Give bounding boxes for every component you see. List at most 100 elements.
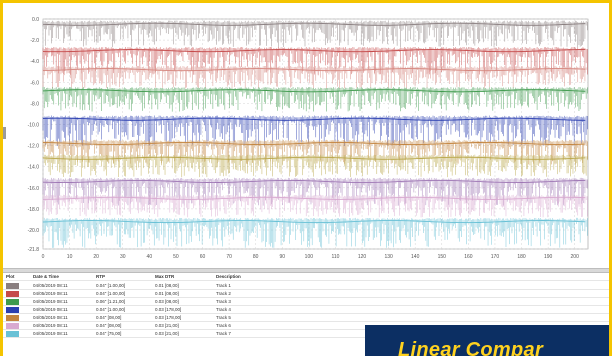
cell-rtp: 0.04" [08,00] <box>96 315 122 320</box>
series-baseline <box>42 89 586 93</box>
y-tick-label: 0.0 <box>32 17 39 23</box>
series-line <box>42 217 588 248</box>
cell-date: 04/05/2019 08:11 <box>33 323 68 328</box>
cell-max-dtr: 0.03 [178,00] <box>155 315 182 320</box>
y-tick-label: -20.0 <box>28 228 40 234</box>
cell-rtp: 0.04" [08,00] <box>96 323 122 328</box>
x-tick-label: 10 <box>67 254 73 260</box>
y-tick-label: -10.0 <box>28 123 40 129</box>
series-baseline <box>42 156 586 160</box>
column-header-description[interactable]: Description <box>216 274 241 279</box>
column-header-max-dtr[interactable]: Max DTR <box>155 274 175 279</box>
table-row[interactable]: 04/05/2019 08:11 0.04" [75,00] 0.03 [21,00… <box>3 330 609 338</box>
x-tick-label: 150 <box>438 254 447 260</box>
x-tick-label: 80 <box>253 254 259 260</box>
column-header-date[interactable]: Date & Time <box>33 274 59 279</box>
resize-handle[interactable] <box>3 127 6 139</box>
series-line <box>42 194 588 218</box>
y-tick-label: -8.0 <box>30 101 39 107</box>
table-row[interactable]: 04/05/2019 08:11 0.04" [1.00,00] 0.03 [178… <box>3 306 609 314</box>
x-tick-label: 170 <box>491 254 500 260</box>
cell-description: Track 4 <box>216 307 231 312</box>
series-baseline <box>42 141 586 146</box>
cell-date: 04/05/2019 08:11 <box>33 331 68 336</box>
cell-max-dtr: 0.03 [08,00] <box>155 299 179 304</box>
series-baseline <box>42 22 586 26</box>
x-tick-label: 60 <box>200 254 206 260</box>
x-tick-label: 140 <box>411 254 420 260</box>
x-tick-label: 40 <box>147 254 153 260</box>
series-baseline <box>42 179 586 183</box>
y-tick-label: -12.0 <box>28 144 40 150</box>
cell-date: 04/05/2019 08:11 <box>33 283 68 288</box>
x-tick-label: 50 <box>173 254 179 260</box>
series-baseline <box>42 117 586 121</box>
y-tick-label: -2.0 <box>30 38 39 44</box>
cell-description: Track 6 <box>216 323 231 328</box>
cell-date: 04/05/2019 08:11 <box>33 291 68 296</box>
table-row[interactable]: 04/05/2019 08:11 0.04" [08,00] 0.03 [21,00… <box>3 322 609 330</box>
cell-max-dtr: 0.01 [08,00] <box>155 283 179 288</box>
x-tick-label: 160 <box>464 254 473 260</box>
series-baseline <box>42 196 586 200</box>
y-tick-label: -6.0 <box>30 80 39 86</box>
y-tick-label: -21.8 <box>28 247 40 253</box>
series-baseline <box>42 220 586 224</box>
profile-chart[interactable]: 0.0 -2.0 -4.0 -6.0 -8.0 -10.0 -12.0 -14.0 -16.0 -… <box>3 3 609 268</box>
color-swatch <box>6 331 19 337</box>
series-baseline <box>42 68 586 72</box>
cell-date: 04/05/2019 08:11 <box>33 299 68 304</box>
cell-description: Track 1 <box>216 283 231 288</box>
table-header-row: Plot Date & Time RTP Max DTR Description <box>3 273 609 281</box>
column-header-plot[interactable]: Plot <box>6 274 15 279</box>
x-tick-label: 110 <box>331 254 339 260</box>
cell-rtp: 0.06" [1.21,00] <box>96 299 126 304</box>
caption-banner: Linear Compar <box>365 325 609 356</box>
cell-rtp: 0.04" [75,00] <box>96 331 122 336</box>
cell-rtp: 0.04" [1.00,00] <box>96 291 126 296</box>
x-tick-label: 130 <box>384 254 393 260</box>
x-tick-label: 90 <box>279 254 285 260</box>
cell-max-dtr: 0.03 [21,00] <box>155 331 179 336</box>
cell-max-dtr: 0.03 [178,00] <box>155 307 182 312</box>
y-tick-label: -16.0 <box>28 186 40 192</box>
x-tick-label: 200 <box>571 254 580 260</box>
x-tick-label: 30 <box>120 254 126 260</box>
table-row[interactable]: 04/05/2019 08:11 0.04" [1.00,00] 0.01 [08,… <box>3 290 609 298</box>
y-tick-label: -4.0 <box>30 59 39 65</box>
column-header-rtp[interactable]: RTP <box>96 274 105 279</box>
x-tick-label: 100 <box>305 254 314 260</box>
x-tick-label: 120 <box>358 254 367 260</box>
cell-rtp: 0.04" [1.00,00] <box>96 283 126 288</box>
cell-rtp: 0.04" [1.00,00] <box>96 307 126 312</box>
series-baseline <box>42 49 586 53</box>
x-tick-label: 0 <box>42 254 45 260</box>
color-swatch <box>6 291 19 297</box>
cell-description: Track 5 <box>216 315 231 320</box>
x-tick-label: 20 <box>93 254 99 260</box>
cell-max-dtr: 0.01 [08,00] <box>155 291 179 296</box>
caption-text: Linear Compar <box>398 339 544 356</box>
x-tick-label: 190 <box>544 254 553 260</box>
chart-svg: 0.0 -2.0 -4.0 -6.0 -8.0 -10.0 -12.0 -14.0 -16.0 -… <box>28 17 589 260</box>
color-swatch <box>6 283 19 289</box>
color-swatch <box>6 307 19 313</box>
x-tick-label: 70 <box>226 254 232 260</box>
color-swatch <box>6 323 19 329</box>
application-window: 0.0 -2.0 -4.0 -6.0 -8.0 -10.0 -12.0 -14.0 -16.0 -… <box>3 3 609 356</box>
table-row[interactable]: 04/05/2019 08:11 0.06" [1.21,00] 0.03 [08,… <box>3 298 609 306</box>
pane-splitter[interactable] <box>3 268 609 273</box>
series-line <box>42 46 588 75</box>
cell-description: Track 3 <box>216 299 231 304</box>
cell-max-dtr: 0.03 [21,00] <box>155 323 179 328</box>
cell-description: Track 2 <box>216 291 231 296</box>
color-swatch <box>6 315 19 321</box>
table-row[interactable]: 04/05/2019 08:11 0.04" [1.00,00] 0.01 [08,… <box>3 282 609 290</box>
color-swatch <box>6 299 19 305</box>
x-tick-label: 180 <box>517 254 526 260</box>
cell-description: Track 7 <box>216 331 231 336</box>
table-row[interactable]: 04/05/2019 08:11 0.04" [08,00] 0.03 [178,0… <box>3 314 609 322</box>
cell-date: 04/05/2019 08:11 <box>33 307 68 312</box>
cell-date: 04/05/2019 08:11 <box>33 315 68 320</box>
y-tick-label: -18.0 <box>28 207 40 213</box>
